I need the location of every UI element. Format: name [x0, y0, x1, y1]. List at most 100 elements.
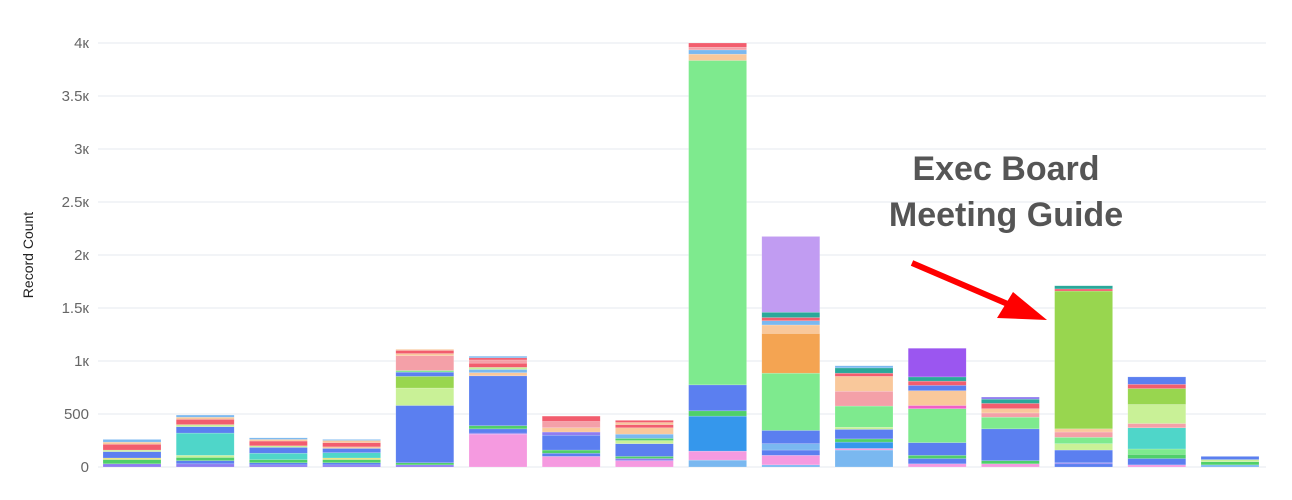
bar-segment[interactable] [541, 449, 601, 454]
bar-16[interactable] [1200, 456, 1260, 468]
bar-segment[interactable] [761, 236, 821, 313]
bar-6[interactable] [468, 355, 528, 468]
bar-segment[interactable] [249, 462, 308, 466]
bar-segment[interactable] [468, 355, 528, 359]
bar-segment[interactable] [981, 408, 1040, 414]
bar-segment[interactable] [1200, 461, 1260, 466]
bar-segment[interactable] [615, 456, 674, 459]
bar-segment[interactable] [981, 428, 1040, 461]
bar-segment[interactable] [761, 449, 821, 456]
bar-segment[interactable] [395, 353, 455, 356]
bar-segment[interactable] [322, 440, 381, 443]
bar-segment[interactable] [761, 311, 821, 318]
bar-segment[interactable] [761, 317, 821, 321]
bar-segment[interactable] [834, 390, 894, 407]
bar-1[interactable] [102, 439, 162, 468]
bar-segment[interactable] [834, 376, 894, 392]
bar-segment[interactable] [468, 367, 528, 370]
bar-segment[interactable] [1127, 458, 1187, 466]
bar-segment[interactable] [615, 433, 674, 439]
bar-segment[interactable] [834, 405, 894, 428]
bar-segment[interactable] [102, 439, 162, 443]
bar-segment[interactable] [395, 464, 455, 468]
bar-segment[interactable] [834, 365, 894, 369]
bar-segment[interactable] [249, 440, 308, 447]
bar-segment[interactable] [468, 433, 528, 468]
bar-5[interactable] [395, 349, 455, 468]
bar-segment[interactable] [541, 415, 601, 422]
bar-segment[interactable] [761, 455, 821, 466]
bar-segment[interactable] [907, 380, 967, 386]
bar-segment[interactable] [907, 442, 967, 456]
bar-2[interactable] [175, 414, 235, 468]
bar-segment[interactable] [981, 463, 1040, 468]
bar-segment[interactable] [322, 462, 381, 466]
bar-segment[interactable] [541, 452, 601, 457]
bar-segment[interactable] [761, 464, 821, 468]
bar-segment[interactable] [541, 456, 601, 468]
bar-segment[interactable] [541, 434, 601, 451]
bar-segment[interactable] [615, 427, 674, 435]
bar-segment[interactable] [395, 349, 455, 351]
bar-segment[interactable] [761, 443, 821, 451]
bar-10[interactable] [761, 236, 821, 468]
bar-segment[interactable] [907, 390, 967, 406]
bar-segment[interactable] [834, 438, 894, 443]
bar-segment[interactable] [1054, 431, 1113, 438]
bar-segment[interactable] [102, 459, 162, 465]
bar-segment[interactable] [541, 431, 601, 436]
bar-segment[interactable] [541, 427, 601, 433]
bar-segment[interactable] [1054, 428, 1113, 433]
bar-segment[interactable] [1054, 290, 1113, 430]
bar-segment[interactable] [761, 320, 821, 326]
bar-segment[interactable] [907, 408, 967, 443]
bar-segment[interactable] [981, 412, 1040, 418]
bar-segment[interactable] [834, 429, 894, 440]
bar-segment[interactable] [1127, 448, 1187, 455]
bar-3[interactable] [249, 437, 308, 468]
bar-segment[interactable] [1054, 437, 1113, 444]
bar-segment[interactable] [395, 405, 455, 464]
bar-segment[interactable] [1054, 443, 1113, 451]
bar-segment[interactable] [1054, 285, 1113, 290]
bar-segment[interactable] [1127, 384, 1187, 389]
bar-segment[interactable] [615, 420, 674, 423]
bar-segment[interactable] [1127, 427, 1187, 450]
bar-segment[interactable] [541, 421, 601, 429]
bar-segment[interactable] [615, 460, 674, 468]
bar-segment[interactable] [761, 333, 821, 374]
bar-segment[interactable] [249, 459, 308, 464]
bar-segment[interactable] [761, 372, 821, 431]
bar-4[interactable] [322, 439, 381, 468]
bar-segment[interactable] [907, 405, 967, 409]
bar-segment[interactable] [1054, 449, 1113, 464]
bar-segment[interactable] [688, 459, 747, 468]
bar-segment[interactable] [175, 455, 235, 458]
bar-segment[interactable] [615, 422, 674, 425]
bar-segment[interactable] [688, 42, 747, 48]
bar-segment[interactable] [249, 464, 308, 468]
bar-segment[interactable] [395, 387, 455, 406]
bar-segment[interactable] [834, 449, 894, 468]
bar-segment[interactable] [907, 463, 967, 468]
bar-segment[interactable] [981, 416, 1040, 430]
bar-segment[interactable] [1127, 454, 1187, 459]
bar-segment[interactable] [102, 441, 162, 445]
bar-segment[interactable] [1054, 288, 1113, 292]
bar-segment[interactable] [175, 426, 235, 434]
bar-segment[interactable] [468, 362, 528, 368]
bar-14[interactable] [1054, 285, 1113, 468]
bar-segment[interactable] [322, 464, 381, 468]
bar-segment[interactable] [834, 441, 894, 449]
bar-12[interactable] [907, 348, 967, 468]
bar-segment[interactable] [1127, 404, 1187, 424]
bar-segment[interactable] [175, 457, 235, 461]
bar-segment[interactable] [615, 438, 674, 441]
bar-segment[interactable] [981, 396, 1040, 400]
bar-segment[interactable] [249, 452, 308, 460]
bar-segment[interactable] [175, 460, 235, 465]
bar-segment[interactable] [761, 430, 821, 444]
bar-11[interactable] [834, 365, 894, 468]
bar-segment[interactable] [761, 324, 821, 334]
bar-segment[interactable] [322, 452, 381, 459]
